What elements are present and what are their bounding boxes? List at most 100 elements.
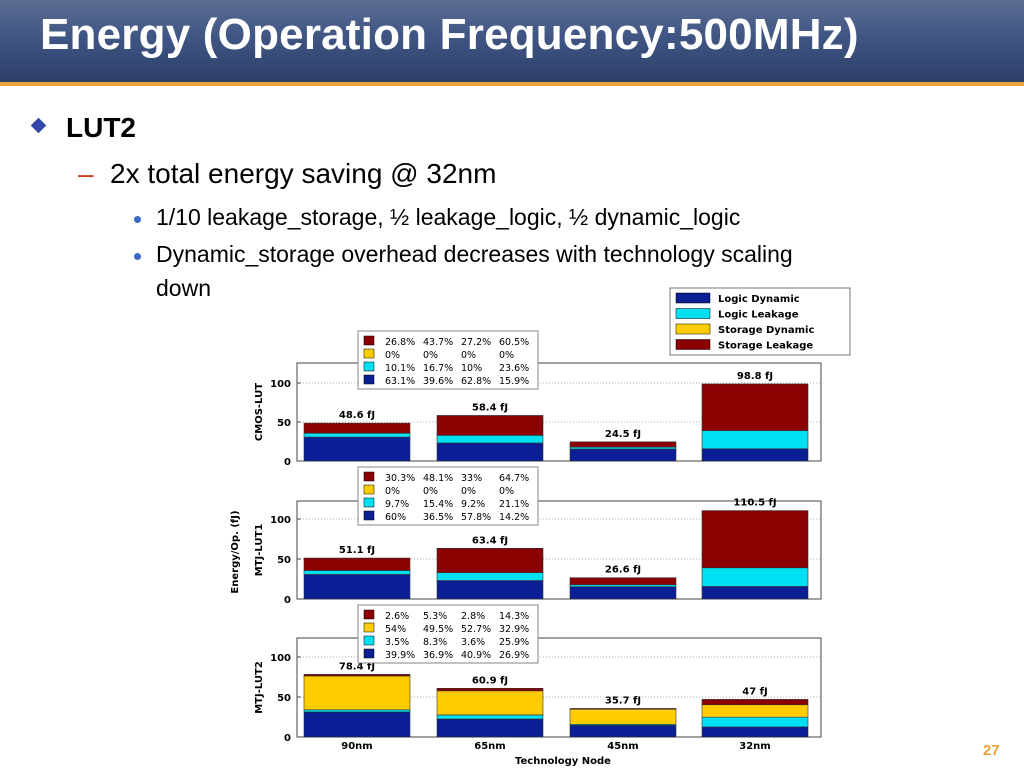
table-cell: 14.2% [499,512,529,523]
table-cell: 33% [461,473,482,484]
table-cell: 9.7% [385,499,409,510]
total-label-cmos-lut-45nm: 24.5 fJ [605,429,641,440]
table-swatch [363,335,375,346]
bar-cmos-lut-65nm-storage-leakage [436,415,544,436]
table-cell: 60% [385,512,406,523]
total-label-cmos-lut-90nm: 48.6 fJ [339,410,375,421]
table-cell: 14.3% [499,611,529,622]
table-swatch [363,374,375,385]
table-cell: 0% [499,350,514,361]
title-bar: Energy (Operation Frequency:500MHz) [0,0,1024,82]
table-cell: 64.7% [499,473,529,484]
table-cell: 15.4% [423,499,453,510]
table-cell: 43.7% [423,337,453,348]
bar-cmos-lut-32nm-logic-leakage [701,430,809,450]
y-tick-label: 0 [284,733,291,744]
table-swatch [363,348,375,359]
bullet-storage-overhead-line1: Dynamic_storage overhead decreases with … [156,241,793,267]
total-label-mtj-lut2-65nm: 60.9 fJ [472,675,508,686]
bar-cmos-lut-32nm-storage-leakage [701,383,809,431]
bar-mtj-lut1-90nm-logic-leakage [303,570,411,575]
table-cell: 57.8% [461,512,491,523]
table-cell: 0% [461,486,476,497]
y-tick-label: 0 [284,457,291,468]
table-swatch [363,622,375,633]
legend-label-storage-dynamic: Storage Dynamic [718,325,814,336]
bar-mtj-lut2-65nm-logic-leakage [436,714,544,720]
table-cell: 62.8% [461,376,491,387]
bar-cmos-lut-32nm-logic-dynamic [701,448,809,462]
table-cell: 3.5% [385,637,409,648]
bar-cmos-lut-45nm-logic-dynamic [569,448,677,462]
bar-mtj-lut2-90nm-storage-leakage [303,674,411,677]
bar-mtj-lut2-45nm-storage-leakage [569,708,677,710]
legend-label-storage-leakage: Storage Leakage [718,341,813,352]
table-cell: 16.7% [423,363,453,374]
panel-label-mtj-lut1: MTJ-LUT1 [254,524,265,577]
bar-mtj-lut2-65nm-logic-dynamic [436,718,544,738]
legend-swatch-logic-leakage [675,308,711,319]
table-cell: 27.2% [461,337,491,348]
table-cell: 9.2% [461,499,485,510]
table-cell: 52.7% [461,624,491,635]
legend-swatch-storage-leakage [675,339,711,350]
y-tick-label: 50 [277,693,291,704]
table-cell: 48.1% [423,473,453,484]
y-tick-label: 50 [277,418,291,429]
panel-label-cmos-lut: CMOS-LUT [254,383,265,441]
table-cell: 23.6% [499,363,529,374]
table-swatch [363,510,375,521]
bar-mtj-lut2-90nm-storage-dynamic [303,675,411,711]
y-tick-label: 50 [277,555,291,566]
bar-mtj-lut2-65nm-storage-leakage [436,687,544,692]
dash-bullet-icon: – [78,158,94,189]
bar-mtj-lut2-90nm-logic-dynamic [303,711,411,738]
bar-mtj-lut1-90nm-logic-dynamic [303,574,411,600]
x-tick-label-90nm: 90nm [341,741,372,752]
table-cell: 0% [423,350,438,361]
table-cell: 49.5% [423,624,453,635]
table-cell: 0% [385,486,400,497]
bar-mtj-lut2-32nm-storage-dynamic [701,704,809,718]
total-label-mtj-lut2-32nm: 47 fJ [742,686,767,697]
page-number: 27 [983,742,1000,759]
total-label-mtj-lut1-65nm: 63.4 fJ [472,535,508,546]
bar-cmos-lut-90nm-logic-leakage [303,432,411,438]
bar-mtj-lut1-45nm-storage-leakage [569,577,677,586]
y-tick-label: 100 [270,379,291,390]
table-cell: 39.9% [385,650,415,661]
table-cell: 0% [499,486,514,497]
table-cell: 5.3% [423,611,447,622]
total-label-cmos-lut-32nm: 98.8 fJ [737,371,773,382]
table-cell: 3.6% [461,637,485,648]
bar-mtj-lut1-32nm-logic-dynamic [701,586,809,600]
table-cell: 0% [423,486,438,497]
table-cell: 2.6% [385,611,409,622]
y-tick-label: 100 [270,653,291,664]
table-swatch [363,361,375,372]
percentage-table-mtj-lut1 [357,466,539,526]
dot-bullet-icon [134,216,141,223]
table-swatch [363,635,375,646]
table-swatch [363,471,375,482]
bar-mtj-lut2-32nm-logic-leakage [701,716,809,728]
table-swatch [363,609,375,620]
table-cell: 10% [461,363,482,374]
table-cell: 36.5% [423,512,453,523]
table-swatch [363,648,375,659]
bullet-storage-overhead-line2: down [156,275,211,301]
dot-bullet-icon [134,253,141,260]
bar-cmos-lut-65nm-logic-leakage [436,435,544,444]
legend-label-logic-leakage: Logic Leakage [718,310,799,321]
total-label-mtj-lut2-45nm: 35.7 fJ [605,695,641,706]
bar-mtj-lut1-65nm-logic-dynamic [436,580,544,600]
total-label-mtj-lut2-90nm: 78.4 fJ [339,661,375,672]
table-cell: 30.3% [385,473,415,484]
bullet-energy-saving: 2x total energy saving @ 32nm [110,158,497,189]
table-cell: 26.8% [385,337,415,348]
bar-mtj-lut1-90nm-storage-leakage [303,557,411,571]
table-cell: 21.1% [499,499,529,510]
y-axis-title: Energy/Op. (fJ) [230,510,241,593]
table-cell: 36.9% [423,650,453,661]
bullet-lut2: LUT2 [66,112,136,143]
